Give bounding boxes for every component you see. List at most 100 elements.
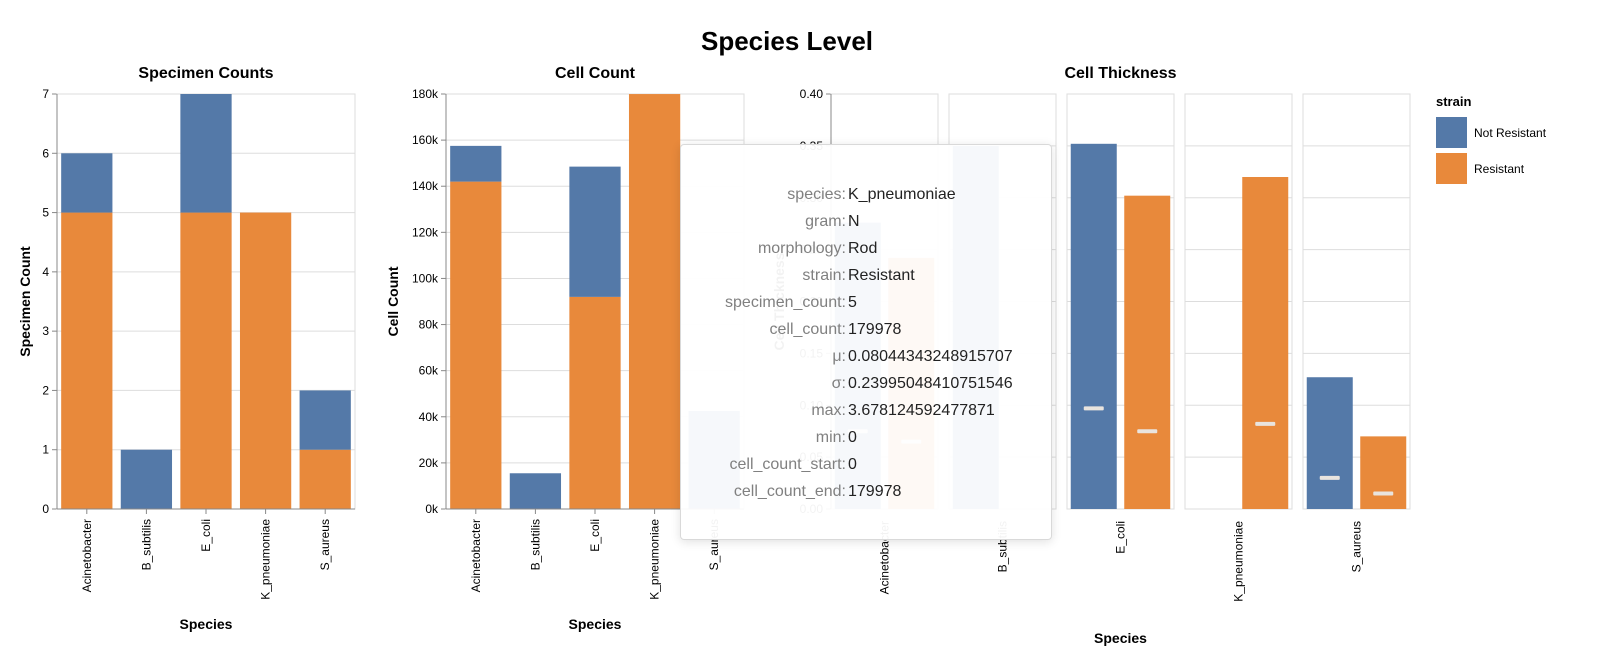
tooltip-key: σ: <box>831 375 846 392</box>
legend[interactable]: strain Not Resistant Resistant <box>1436 94 1547 184</box>
y-tick-label: 180k <box>412 87 439 101</box>
facet-k-pneumoniae: K_pneumoniae <box>1184 93 1293 602</box>
facet-frame <box>1302 93 1411 510</box>
legend-swatch-resistant[interactable] <box>1436 153 1467 184</box>
tooltip-value: 0.08044343248915707 <box>848 348 1013 365</box>
tooltip-key: gram: <box>805 213 846 230</box>
x-tick-label: E_coli <box>588 519 602 552</box>
tooltip-value: N <box>848 213 860 230</box>
bar-s-aureus-not-resistant[interactable] <box>1306 377 1353 509</box>
tooltip-row: cell_count_start: 0 <box>691 451 1013 478</box>
tooltip-row: strain: Resistant <box>691 262 1013 289</box>
x-tick-label: K_pneumoniae <box>259 519 273 600</box>
x-tick-label: K_pneumoniae <box>1232 521 1246 602</box>
y-tick-label: 160k <box>412 133 439 147</box>
tooltip-row: min: 0 <box>691 424 1013 451</box>
x-tick-label: K_pneumoniae <box>648 519 662 600</box>
y-tick-label: 1 <box>42 443 49 457</box>
bar-e-coli-not-resistant[interactable] <box>569 166 621 297</box>
tooltip-row: cell_count: 179978 <box>691 316 1013 343</box>
bar-acinetobacter-not-resistant[interactable] <box>450 145 502 182</box>
x-tick-label: E_coli <box>199 519 213 552</box>
tooltip-key: cell_count: <box>769 321 847 338</box>
bar-e-coli-resistant[interactable] <box>180 212 232 510</box>
chart-title: Species Level <box>701 26 873 56</box>
tooltip-value: Resistant <box>848 267 915 284</box>
tooltip-key: strain: <box>802 267 846 284</box>
y-tick-label: 7 <box>42 87 49 101</box>
tooltip-value: K_pneumoniae <box>848 186 956 203</box>
x-tick-label: Acinetobacter <box>469 519 483 592</box>
bar-s-aureus-resistant[interactable] <box>299 449 351 509</box>
bar-b-subtilis-not-resistant[interactable] <box>120 449 173 509</box>
x-axis-title: Species <box>180 616 233 632</box>
y-tick-label: 80k <box>419 318 439 332</box>
bar-s-aureus-not-resistant[interactable] <box>299 390 351 450</box>
x-tick-label: B_subtilis <box>139 519 153 570</box>
mean-marker-e-coli-not-resistant <box>1083 406 1104 411</box>
bar-e-coli-not-resistant[interactable] <box>180 94 232 213</box>
tooltip-value: 179978 <box>848 483 902 500</box>
tooltip-row: cell_count_end: 179978 <box>691 478 1013 505</box>
tooltip-key: min: <box>815 429 846 446</box>
tooltip-value: 0 <box>848 456 857 473</box>
tooltip-key: species: <box>787 186 846 203</box>
tooltip-key: cell_count_end: <box>733 483 846 500</box>
bar-acinetobacter-not-resistant[interactable] <box>61 153 113 213</box>
panel-title: Specimen Counts <box>138 65 273 82</box>
tooltip-row: σ: 0.23995048410751546 <box>691 370 1013 397</box>
bar-e-coli-resistant[interactable] <box>1124 195 1171 510</box>
facet-e-coli: E_coli <box>1066 93 1175 554</box>
y-tick-label: 0k <box>425 502 439 516</box>
mean-marker-k-pneumoniae-resistant <box>1255 421 1276 426</box>
tooltip-row: max: 3.678124592477871 <box>691 397 1013 424</box>
tooltip-row: gram: N <box>691 208 1013 235</box>
legend-label-resistant: Resistant <box>1474 162 1525 176</box>
facet-frame <box>1184 93 1293 510</box>
bar-b-subtilis-not-resistant[interactable] <box>509 473 562 509</box>
y-tick-label: 100k <box>412 271 439 285</box>
tooltip-value: 3.678124592477871 <box>848 402 995 419</box>
mean-marker-s-aureus-not-resistant <box>1319 475 1340 480</box>
legend-title: strain <box>1436 94 1471 109</box>
facet-frame <box>1066 93 1175 510</box>
y-tick-label: 4 <box>42 265 49 279</box>
panel-specimen-counts: 0 1 2 3 4 5 6 7 Acinetobacter B_subtilis E_coli K_p… <box>17 65 356 632</box>
tooltip-row: specimen_count: 5 <box>691 289 1013 316</box>
y-tick-label: 120k <box>412 225 439 239</box>
bar-acinetobacter-resistant[interactable] <box>61 212 113 510</box>
bar-k-pneumoniae-resistant[interactable] <box>239 212 292 510</box>
legend-swatch-not-resistant[interactable] <box>1436 117 1467 148</box>
x-tick-label: S_aureus <box>318 519 332 570</box>
y-tick-label: 40k <box>419 410 439 424</box>
y-tick-label: 60k <box>419 364 439 378</box>
y-axis-title: Cell Count <box>385 266 401 336</box>
y-tick-label: 0.40 <box>800 87 824 101</box>
bar-e-coli-resistant[interactable] <box>569 296 621 509</box>
panel-title: Cell Count <box>555 65 636 82</box>
legend-label-not-resistant: Not Resistant <box>1474 126 1547 140</box>
y-tick-label: 20k <box>419 456 439 470</box>
bar-e-coli-not-resistant[interactable] <box>1070 143 1117 510</box>
tooltip-value: 5 <box>848 294 857 311</box>
bar-k-pneumoniae-resistant[interactable] <box>1242 177 1289 509</box>
x-axis-title: Species <box>569 616 622 632</box>
tooltip-value: 179978 <box>848 321 902 338</box>
tooltip-key: cell_count_start: <box>729 456 846 473</box>
bar-acinetobacter-resistant[interactable] <box>450 181 502 509</box>
panel-title: Cell Thickness <box>1064 65 1176 82</box>
y-tick-label: 3 <box>42 324 49 338</box>
tooltip-value: 0.23995048410751546 <box>848 375 1013 392</box>
mean-marker-s-aureus-resistant <box>1373 491 1394 496</box>
facet-s-aureus: S_aureus <box>1302 93 1411 572</box>
tooltip-value: 0 <box>848 429 857 446</box>
x-tick-label: S_aureus <box>1350 521 1364 572</box>
y-tick-label: 6 <box>42 146 49 160</box>
bar-k-pneumoniae-resistant[interactable] <box>628 94 681 509</box>
x-tick-label: B_subtilis <box>528 519 542 570</box>
bar-s-aureus-resistant[interactable] <box>1360 436 1407 509</box>
y-tick-label: 5 <box>42 206 49 220</box>
tooltip-key: morphology: <box>757 240 846 257</box>
tooltip-row: μ: 0.08044343248915707 <box>691 343 1013 370</box>
